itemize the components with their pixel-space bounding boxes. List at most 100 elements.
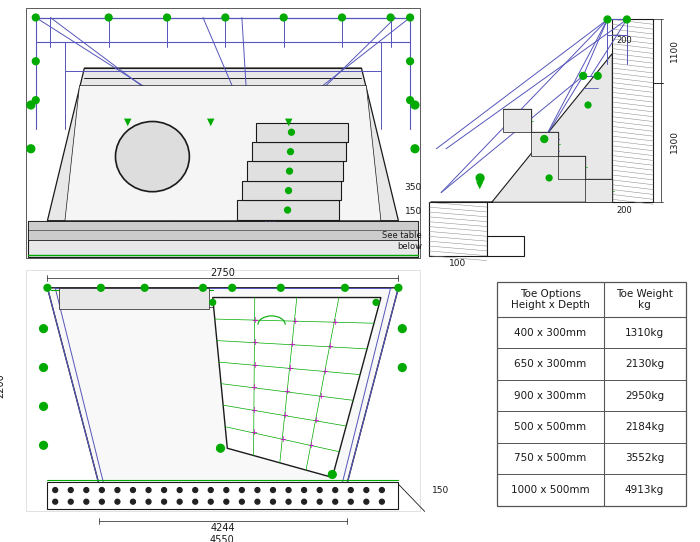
Text: +: + [279,435,286,444]
Circle shape [349,488,354,493]
Circle shape [411,101,419,109]
Circle shape [27,101,35,109]
Circle shape [216,444,225,452]
Circle shape [280,14,287,21]
Text: +: + [281,411,288,420]
Text: 900 x 300mm: 900 x 300mm [514,391,586,401]
Circle shape [40,403,48,410]
Text: +: + [312,416,319,425]
Circle shape [286,499,291,504]
Text: 1100: 1100 [670,39,679,62]
Circle shape [364,488,369,493]
Text: +: + [251,383,258,392]
Circle shape [342,285,349,291]
Circle shape [288,130,295,135]
Text: 400 x 300mm: 400 x 300mm [514,328,586,338]
Circle shape [162,488,167,493]
Circle shape [317,488,322,493]
Polygon shape [213,298,381,478]
Ellipse shape [116,121,190,192]
Circle shape [193,499,197,504]
Circle shape [594,73,601,79]
Circle shape [411,145,419,153]
Circle shape [52,488,57,493]
Circle shape [32,96,39,104]
Text: +: + [251,361,258,370]
Text: +: + [251,315,258,325]
Circle shape [476,174,484,182]
Text: +: + [330,318,337,327]
Circle shape [69,488,74,493]
Text: 500 x 500mm: 500 x 500mm [514,422,586,432]
Circle shape [364,499,369,504]
Circle shape [407,96,414,104]
Bar [242,181,342,201]
Bar [585,179,612,202]
Text: 3552kg: 3552kg [625,454,664,463]
Circle shape [387,14,394,21]
Bar [246,162,344,181]
Circle shape [339,14,345,21]
Circle shape [97,285,104,291]
Circle shape [32,58,39,64]
Text: See table
below: See table below [382,231,422,251]
Circle shape [349,499,354,504]
Circle shape [224,488,229,493]
Circle shape [328,470,336,479]
Text: 2750: 2750 [210,268,235,278]
Circle shape [229,285,236,291]
Text: +: + [251,406,258,415]
Text: +: + [286,364,293,373]
Text: ▼: ▼ [285,117,293,126]
Circle shape [398,325,406,333]
Text: +: + [284,388,290,397]
Circle shape [105,14,112,21]
Text: 150: 150 [405,208,422,216]
Circle shape [407,14,414,21]
Circle shape [288,149,293,154]
Circle shape [271,488,275,493]
Polygon shape [65,86,381,221]
Circle shape [164,14,170,21]
Circle shape [40,325,48,333]
Bar [531,132,558,156]
Bar [237,201,339,220]
Circle shape [84,488,89,493]
Circle shape [209,488,214,493]
Circle shape [239,499,244,504]
Circle shape [546,175,552,181]
Circle shape [210,300,216,305]
Circle shape [44,285,51,291]
Text: Toe Options
Height x Depth: Toe Options Height x Depth [511,289,589,310]
Circle shape [379,488,384,493]
Circle shape [40,441,48,449]
Circle shape [52,499,57,504]
Text: 2184kg: 2184kg [625,422,664,432]
Bar [487,236,524,256]
Circle shape [332,488,337,493]
Text: 200: 200 [616,205,632,215]
Circle shape [255,488,260,493]
Text: 4550: 4550 [210,534,235,542]
Text: +: + [251,429,257,437]
Text: 350: 350 [405,183,422,192]
Circle shape [222,14,229,21]
Bar [612,20,653,202]
Text: 150: 150 [431,486,449,494]
Circle shape [146,499,151,504]
Text: 4913kg: 4913kg [625,485,664,495]
Bar [28,221,418,257]
Circle shape [162,499,167,504]
Bar [428,202,487,256]
Circle shape [99,499,104,504]
Circle shape [193,488,197,493]
Circle shape [32,14,39,21]
Text: +: + [321,367,328,376]
Bar [251,142,346,162]
Circle shape [541,136,547,143]
Text: 2130kg: 2130kg [625,359,664,369]
Text: +: + [307,441,314,450]
Circle shape [580,73,587,79]
Text: +: + [326,343,333,351]
Circle shape [395,285,402,291]
